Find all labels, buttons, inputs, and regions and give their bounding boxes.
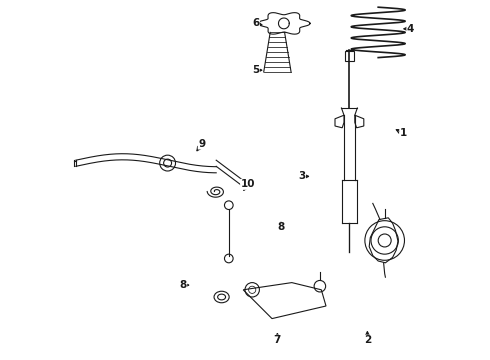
Text: 10: 10	[241, 179, 255, 189]
Text: 4: 4	[407, 24, 414, 34]
Text: 2: 2	[364, 335, 371, 345]
Text: 9: 9	[198, 139, 205, 149]
Text: 7: 7	[274, 335, 281, 345]
Text: 6: 6	[252, 18, 259, 28]
Text: 1: 1	[400, 128, 407, 138]
Text: 8: 8	[179, 280, 187, 290]
Text: 3: 3	[298, 171, 305, 181]
Text: 5: 5	[252, 65, 259, 75]
Text: 8: 8	[277, 222, 285, 232]
